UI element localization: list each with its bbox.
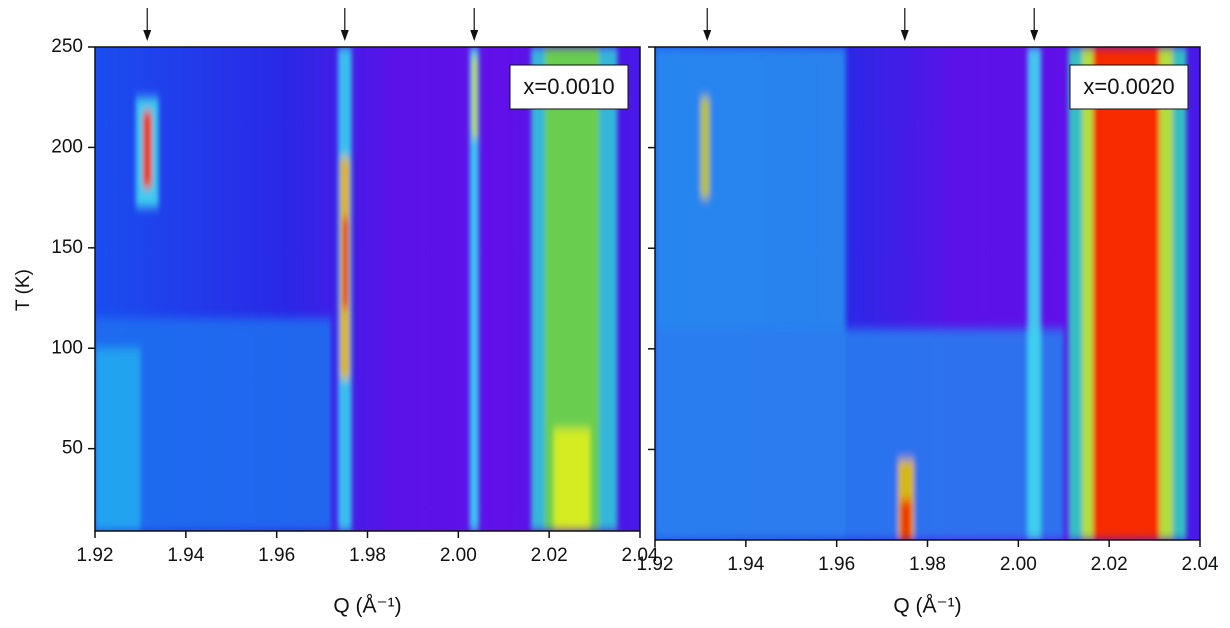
heatmap-bands bbox=[95, 47, 618, 531]
arrow-head bbox=[900, 30, 909, 41]
heatmap-band bbox=[142, 111, 152, 188]
heatmap-band bbox=[469, 47, 479, 531]
x-tick-label: 1.92 bbox=[77, 545, 114, 566]
x-axis-label: Q (Å⁻¹) bbox=[333, 595, 401, 618]
heatmap-bands bbox=[655, 47, 1187, 540]
y-tick-label: 200 bbox=[51, 136, 83, 157]
arrow-head bbox=[143, 30, 152, 41]
y-tick-label: 250 bbox=[51, 36, 83, 57]
arrow-head bbox=[470, 30, 479, 41]
blur bbox=[655, 47, 1187, 540]
y-tick-label: 100 bbox=[51, 337, 83, 358]
heatmap-band bbox=[1027, 47, 1042, 540]
annotation-box bbox=[1069, 64, 1189, 110]
x-tick-label: 2.04 bbox=[622, 545, 659, 566]
arrow-head bbox=[1030, 30, 1039, 41]
annotation: x=0.0020 bbox=[1083, 74, 1174, 99]
y-axis-label: T (K) bbox=[13, 269, 34, 311]
heatmap-band bbox=[471, 57, 478, 138]
x-tick-label: 2.00 bbox=[440, 545, 477, 566]
annotation-box bbox=[509, 64, 629, 110]
x-tick-label: 2.00 bbox=[1000, 554, 1037, 575]
heatmap-band bbox=[900, 499, 912, 540]
x-axis-label: Q (Å⁻¹) bbox=[893, 595, 961, 618]
heatmap-band bbox=[700, 97, 710, 198]
x-tick-label: 1.94 bbox=[727, 554, 764, 575]
x-tick-label: 1.98 bbox=[349, 545, 386, 566]
x-tick-label: 2.04 bbox=[1182, 554, 1219, 575]
x-tick-label: 1.94 bbox=[167, 545, 204, 566]
x-tick-label: 1.92 bbox=[637, 554, 674, 575]
heatmap-band bbox=[553, 428, 591, 531]
x-tick-label: 1.98 bbox=[909, 554, 946, 575]
arrow-head bbox=[703, 30, 712, 41]
heatmap-band bbox=[655, 328, 1064, 540]
heatmap-band bbox=[95, 348, 141, 531]
y-tick-label: 50 bbox=[62, 438, 83, 459]
annotation: x=0.0010 bbox=[523, 74, 614, 99]
x-tick-label: 2.02 bbox=[1091, 554, 1128, 575]
heatmap-band bbox=[1093, 47, 1160, 540]
y-tick-label: 150 bbox=[51, 237, 83, 258]
arrow-head bbox=[340, 30, 349, 41]
x-tick-label: 2.02 bbox=[531, 545, 568, 566]
heatmap-band bbox=[342, 217, 349, 309]
blur bbox=[95, 47, 618, 531]
x-tick-label: 1.96 bbox=[258, 545, 295, 566]
x-tick-label: 1.96 bbox=[818, 554, 855, 575]
